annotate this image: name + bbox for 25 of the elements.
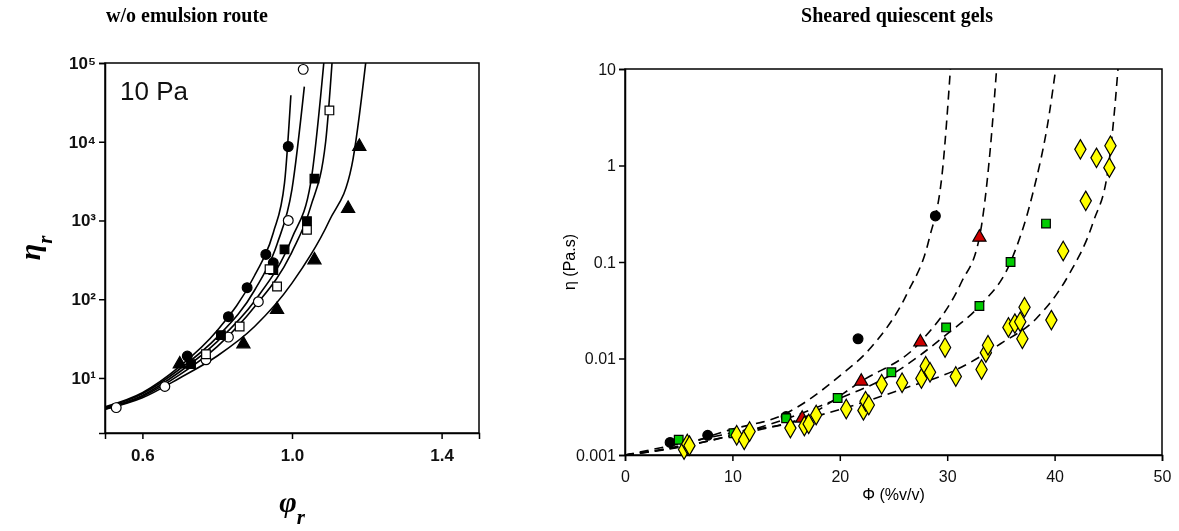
y-tick-label: 10 — [598, 60, 617, 78]
x-tick-label: 30 — [938, 467, 957, 485]
y-tick-label: 0.1 — [593, 253, 617, 271]
y-tick-label: 10⁵ — [69, 53, 96, 73]
y-tick-label: 10¹ — [71, 368, 97, 388]
y-tick-label: 10³ — [71, 211, 97, 231]
x-tick-label: 1.4 — [430, 445, 455, 465]
x-tick-label: 20 — [831, 467, 850, 485]
y-tick-label: 1 — [607, 157, 617, 175]
x-tick-label: 10 — [724, 467, 742, 485]
x-tick-label: 40 — [1046, 467, 1065, 485]
x-tick-label: 1.0 — [280, 445, 305, 465]
chart-title: Sheared quiescent gels — [801, 4, 994, 27]
chart-title: w/o emulsion route — [106, 4, 269, 26]
annotation: 10 Pa — [120, 76, 189, 106]
x-tick-label: 0.6 — [131, 445, 155, 465]
y-tick-label: 0.001 — [575, 446, 617, 464]
x-tick-label: 50 — [1153, 467, 1172, 485]
y-tick-label: 10² — [71, 290, 97, 310]
y-tick-label: 0.01 — [584, 350, 617, 368]
x-axis-title: Φ (%v/v) — [862, 486, 925, 503]
y-axis-title: η (Pa.s) — [561, 233, 578, 291]
y-tick-label: 10⁴ — [68, 132, 96, 152]
x-axis-title: φ$_{r}$ — [279, 485, 306, 529]
x-tick-label: 0 — [621, 467, 631, 485]
